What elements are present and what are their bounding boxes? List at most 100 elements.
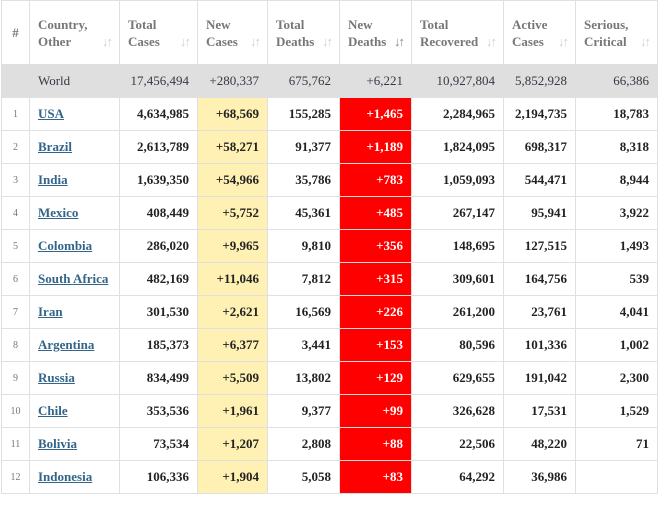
country-link[interactable]: USA <box>38 106 65 121</box>
header-total-cases[interactable]: Total Cases ↓↑ <box>119 0 198 65</box>
country-link[interactable]: Russia <box>38 370 75 385</box>
total-recovered-cell: 629,655 <box>411 361 504 395</box>
country-link[interactable]: Chile <box>38 403 68 418</box>
total-deaths-cell: 13,802 <box>267 361 340 395</box>
header-serious-critical[interactable]: Serious, Critical ↓↑ <box>575 0 658 65</box>
total-deaths-cell: 91,377 <box>267 130 340 164</box>
new-cases-cell: +5,509 <box>197 361 268 395</box>
country-cell: South Africa <box>29 262 120 296</box>
country-link[interactable]: Bolivia <box>38 436 78 451</box>
row-index: 11 <box>1 427 30 461</box>
serious-critical-cell: 71 <box>575 427 658 461</box>
serious-critical-cell: 18,783 <box>575 97 658 131</box>
row-index: 9 <box>1 361 30 395</box>
world-label: World <box>29 64 120 98</box>
table-row: 4 Mexico 408,449 +5,752 45,361 +485 267,147 95,… <box>1 196 658 230</box>
country-link[interactable]: Iran <box>38 304 63 319</box>
row-index: 7 <box>1 295 30 329</box>
country-cell: Indonesia <box>29 460 120 494</box>
total-deaths-cell: 16,569 <box>267 295 340 329</box>
serious-critical-cell: 1,529 <box>575 394 658 428</box>
total-recovered-cell: 1,059,093 <box>411 163 504 197</box>
new-deaths-cell: +226 <box>339 295 412 329</box>
total-cases-cell: 73,534 <box>119 427 198 461</box>
row-index: 1 <box>1 97 30 131</box>
total-recovered-cell: 261,200 <box>411 295 504 329</box>
country-link[interactable]: Brazil <box>38 139 72 154</box>
serious-critical-cell: 8,318 <box>575 130 658 164</box>
country-link[interactable]: Argentina <box>38 337 95 352</box>
country-cell: Brazil <box>29 130 120 164</box>
total-cases-cell: 286,020 <box>119 229 198 263</box>
country-link[interactable]: Indonesia <box>38 469 93 484</box>
header-total-deaths[interactable]: Total Deaths ↓↑ <box>267 0 340 65</box>
header-new-deaths-line1: New <box>348 16 373 32</box>
serious-critical-cell: 1,002 <box>575 328 658 362</box>
new-cases-cell: +68,569 <box>197 97 268 131</box>
sort-icon: ↓↑ <box>250 34 261 49</box>
table-row: 1 USA 4,634,985 +68,569 155,285 +1,465 2,284,9… <box>1 97 658 131</box>
active-cases-cell: 17,531 <box>503 394 576 428</box>
total-deaths-cell: 35,786 <box>267 163 340 197</box>
active-cases-cell: 191,042 <box>503 361 576 395</box>
total-recovered-cell: 64,292 <box>411 460 504 494</box>
country-link[interactable]: Colombia <box>38 238 93 253</box>
new-deaths-cell: +783 <box>339 163 412 197</box>
header-new-deaths[interactable]: New Deaths ↓↑ <box>339 0 412 65</box>
serious-critical-cell: 4,041 <box>575 295 658 329</box>
header-country[interactable]: Country, Other ↓↑ <box>29 0 120 65</box>
world-active-cases: 5,852,928 <box>503 64 576 98</box>
world-total-recovered: 10,927,804 <box>411 64 504 98</box>
sort-icon: ↓↑ <box>486 34 497 49</box>
active-cases-cell: 127,515 <box>503 229 576 263</box>
serious-critical-cell: 3,922 <box>575 196 658 230</box>
total-cases-cell: 408,449 <box>119 196 198 230</box>
table-row: 11 Bolivia 73,534 +1,207 2,808 +88 22,506 48,22… <box>1 427 658 461</box>
total-recovered-cell: 1,824,095 <box>411 130 504 164</box>
row-index: 10 <box>1 394 30 428</box>
table-row: 7 Iran 301,530 +2,621 16,569 +226 261,200 23,76… <box>1 295 658 329</box>
country-cell: USA <box>29 97 120 131</box>
row-index: 8 <box>1 328 30 362</box>
table-row: 3 India 1,639,350 +54,966 35,786 +783 1,059,09… <box>1 163 658 197</box>
header-total-cases-line2: Cases <box>128 33 160 49</box>
header-new-deaths-line2: Deaths <box>348 33 387 49</box>
country-link[interactable]: Mexico <box>38 205 79 220</box>
header-total-recovered[interactable]: Total Recovered ↓↑ <box>411 0 504 65</box>
new-cases-cell: +9,965 <box>197 229 268 263</box>
new-deaths-cell: +315 <box>339 262 412 296</box>
active-cases-cell: 544,471 <box>503 163 576 197</box>
table-row: 10 Chile 353,536 +1,961 9,377 +99 326,628 17,53… <box>1 394 658 428</box>
row-index: 4 <box>1 196 30 230</box>
country-link[interactable]: South Africa <box>38 271 109 286</box>
header-new-cases-line2: Cases <box>206 33 238 49</box>
new-cases-cell: +58,271 <box>197 130 268 164</box>
serious-critical-cell: 8,944 <box>575 163 658 197</box>
header-index[interactable]: # <box>1 0 30 65</box>
country-cell: Colombia <box>29 229 120 263</box>
header-serious-line2: Critical <box>584 33 627 49</box>
header-total-deaths-line1: Total <box>276 16 305 32</box>
country-link[interactable]: India <box>38 172 68 187</box>
country-cell: Argentina <box>29 328 120 362</box>
country-cell: Iran <box>29 295 120 329</box>
active-cases-cell: 101,336 <box>503 328 576 362</box>
country-cell: Bolivia <box>29 427 120 461</box>
active-cases-cell: 164,756 <box>503 262 576 296</box>
new-cases-cell: +54,966 <box>197 163 268 197</box>
header-total-recovered-line1: Total <box>420 16 449 32</box>
total-deaths-cell: 45,361 <box>267 196 340 230</box>
row-index: 2 <box>1 130 30 164</box>
new-cases-cell: +5,752 <box>197 196 268 230</box>
header-new-cases[interactable]: New Cases ↓↑ <box>197 0 268 65</box>
serious-critical-cell: 1,493 <box>575 229 658 263</box>
total-cases-cell: 353,536 <box>119 394 198 428</box>
sort-icon: ↓↑ <box>640 34 651 49</box>
table-row: 2 Brazil 2,613,789 +58,271 91,377 +1,189 1,824… <box>1 130 658 164</box>
country-cell: India <box>29 163 120 197</box>
new-deaths-cell: +153 <box>339 328 412 362</box>
header-active-cases[interactable]: Active Cases ↓↑ <box>503 0 576 65</box>
world-total-row: World 17,456,494 +280,337 675,762 +6,221… <box>1 64 658 98</box>
new-cases-cell: +2,621 <box>197 295 268 329</box>
header-active-cases-line1: Active <box>512 16 548 32</box>
